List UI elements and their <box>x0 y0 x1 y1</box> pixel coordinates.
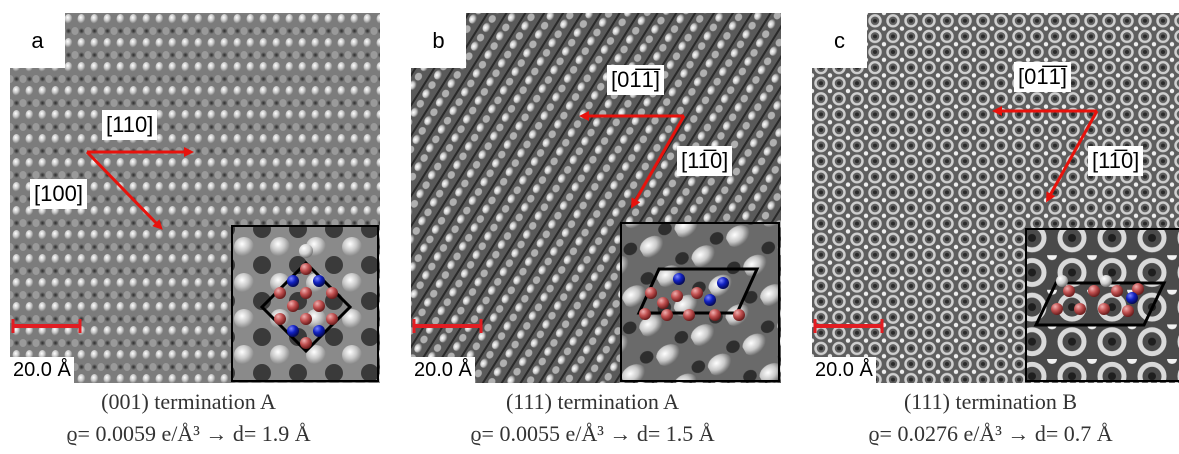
direction-label: [100] <box>30 179 87 209</box>
panel-c-caption-density: ϱ= 0.0276 e/Å³ → d= 0.7 Å <box>790 421 1179 447</box>
direction-label: [01̅1̅] <box>607 65 664 95</box>
stm-panel-a: a [110] [100] 20.0 Å <box>10 13 380 383</box>
stm-panel-b: b [01̅1̅] [11̅0] 20.0 Å <box>411 13 781 383</box>
panel-letter: a <box>10 13 65 68</box>
scale-bar-label: 20.0 Å <box>10 357 74 383</box>
panel-a-caption-title: (001) termination A <box>0 389 389 415</box>
panel-b-caption-density: ϱ= 0.0055 e/Å³ → d= 1.5 Å <box>392 421 793 447</box>
stm-panel-c: c [01̅1̅] [11̅0] 20.0 Å <box>812 13 1179 383</box>
panel-a-caption-density: ϱ= 0.0059 e/Å³ → d= 1.9 Å <box>0 421 389 447</box>
stm-image-b <box>411 13 781 383</box>
direction-label: [110] <box>102 110 157 140</box>
panel-c-caption-title: (111) termination B <box>790 389 1179 415</box>
scale-bar-label: 20.0 Å <box>812 357 876 383</box>
direction-label: [11̅0] <box>677 146 732 176</box>
direction-label: [11̅0] <box>1088 146 1143 176</box>
direction-label: [01̅1̅] <box>1014 62 1071 92</box>
scale-bar-label: 20.0 Å <box>411 357 475 383</box>
panel-letter: c <box>812 13 867 68</box>
panel-b-caption-title: (111) termination A <box>392 389 793 415</box>
panel-letter: b <box>411 13 466 68</box>
stm-image-c <box>812 13 1179 383</box>
